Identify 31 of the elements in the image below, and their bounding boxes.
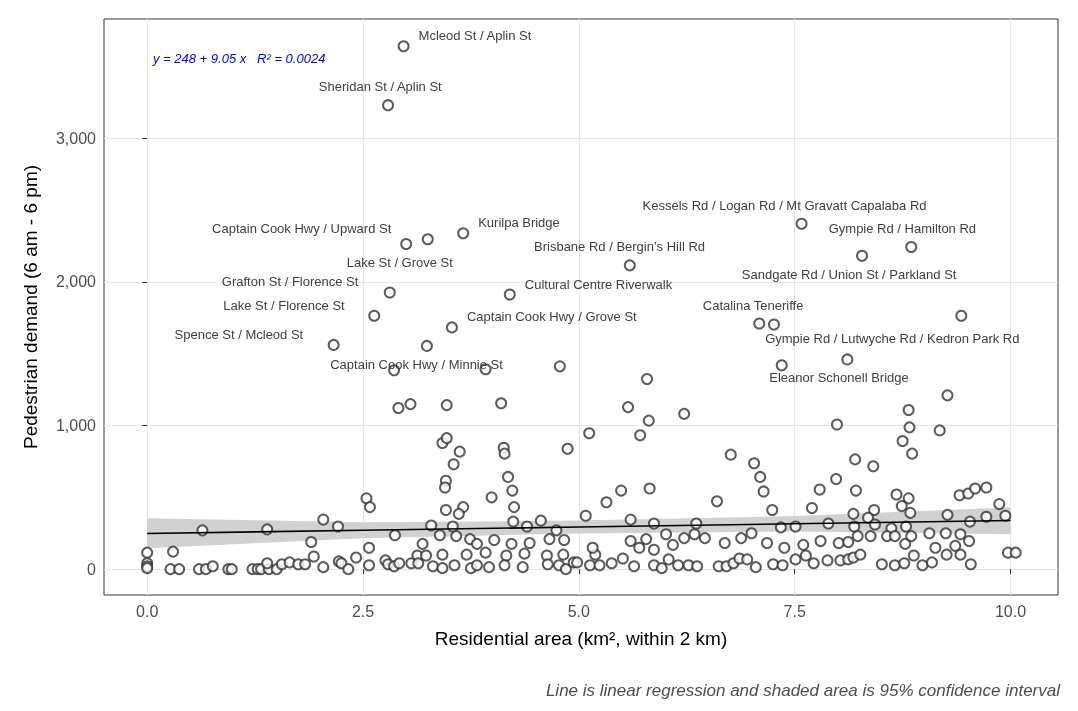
x-tick-label: 5.0 (567, 602, 591, 620)
annotation: Mcleod St / Aplin St (418, 28, 532, 44)
text: Line is linear regression and shaded area is 95% confidence interval (545, 681, 1062, 700)
annotation: Spence St / Mcleod St (174, 326, 304, 342)
y-tick-label: 1,000 (55, 417, 97, 434)
x-tick-label: 0.0 (136, 602, 159, 620)
y-tick-label: 0 (87, 560, 97, 578)
annotation: Lake St / Grove St (346, 254, 454, 270)
x-tick-label: 2.5 (351, 602, 375, 620)
x-tick-label: 10.0 (994, 602, 1027, 620)
annotation: Gympie Rd / Hamilton Rd (828, 220, 977, 236)
annotation: y = 248 + 9.05 x R² = 0.0024 (152, 51, 326, 66)
annotation: Captain Cook Hwy / Upward St (212, 221, 392, 237)
annotation: Captain Cook Hwy / Grove St (466, 309, 638, 325)
annotation: Sandgate Rd / Union St / Parkland St (741, 266, 957, 282)
annotation: Catalina Teneriffe (702, 297, 804, 313)
annotation: Brisbane Rd / Bergin’s Hill Rd (534, 239, 706, 255)
annotation: Grafton St / Florence St (221, 274, 359, 290)
annotation: Cultural Centre Riverwalk (524, 276, 673, 292)
y-axis-title: Pedestrian demand (6 am - 6 pm) (20, 164, 41, 450)
x-tick-label: 7.5 (783, 602, 806, 620)
annotation: Kurilpa Bridge (478, 215, 560, 231)
annotation: Eleanor Schonell Bridge (769, 370, 909, 386)
annotation: Sheridan St / Aplin St (318, 79, 443, 95)
y-tick-label: 3,000 (55, 129, 97, 147)
x-axis-title: Residential area (km², within 2 km) (434, 628, 728, 649)
annotation: Kessels Rd / Logan Rd / Mt Gravatt Capalaba Rd (642, 197, 927, 213)
annotation: Captain Cook Hwy / Minnie St (330, 356, 504, 372)
annotation: Lake St / Florence St (223, 297, 346, 313)
y-tick-label: 2,000 (55, 273, 97, 291)
annotation: Gympie Rd / Lutwyche Rd / Kedron Park Rd (765, 330, 1020, 346)
